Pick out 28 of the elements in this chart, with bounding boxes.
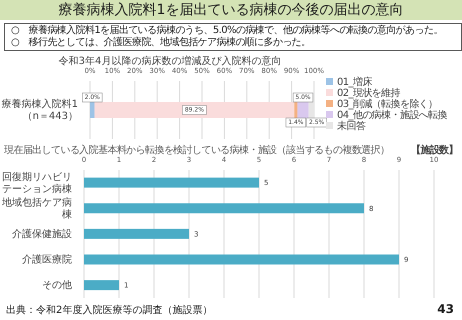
source-note: 出典：令和2年度入院医療等の調査（施設票） [6, 304, 212, 317]
legend-label: 未回答 [337, 120, 366, 132]
bar [294, 102, 298, 118]
bar [90, 102, 94, 118]
bar [308, 102, 314, 118]
legend-label: 03_削減（転換を除く） [337, 98, 438, 110]
chart-title: 令和3年4月以降の病床数の増減及び入院料の意向 [58, 54, 282, 68]
bar [84, 280, 119, 290]
text: ○ 療養病棟入院料1を届出ている病棟のうち、5.0%の病棟で、他の病棟等への転換の意向があった。 [11, 25, 444, 36]
y-tick-label: 回復期リハビリテーション病棟 [2, 170, 72, 195]
bar [94, 102, 294, 118]
bar [84, 254, 399, 264]
legend-label: 01_増床 [337, 76, 372, 88]
y-tick-label: その他 [42, 278, 72, 291]
legend-label: 04_他の病棟・施設へ転換 [337, 110, 447, 120]
y-tick-label: 介護医療院 [22, 253, 72, 266]
legend-label: 02_現状を維持 [337, 88, 400, 98]
text: 療養病棟入院料1を届出ている病棟の今後の届出の意向 [0, 0, 462, 20]
y-tick-label: 介護保健施設 [12, 228, 72, 240]
y-tick-label: 地域包括ケア病棟 [1, 196, 72, 220]
text: ○ 移行先としては、介護医療院、地域包括ケア病棟の順に多かった。 [11, 37, 312, 49]
bar [84, 228, 189, 239]
chart-title: 現在届出している入院基本料から転換を検討している病棟・施設（該当するもの複数選択） [4, 144, 390, 156]
x-axis-title: 【施設数】 [410, 144, 458, 156]
text: 43 [437, 302, 454, 316]
y-tick-label: 療養病棟入院料1（n＝443） [2, 98, 78, 122]
bar [84, 178, 259, 188]
bar [84, 203, 364, 214]
